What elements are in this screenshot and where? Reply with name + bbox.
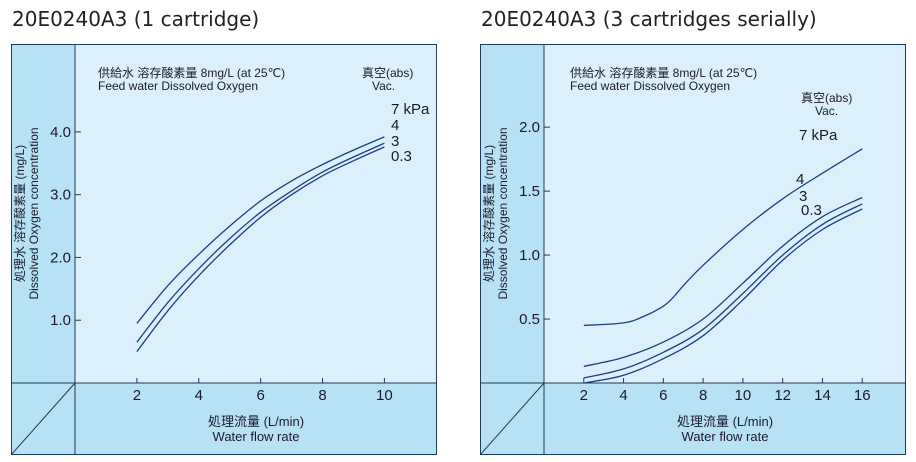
chart-left: 2 4 6 8 10 1.0 2.0 3.0 4.0 処理流量 (L/min)Water flow… (11, 44, 437, 455)
x-tick-label: 8 (318, 387, 326, 404)
series-label: 0.3 (801, 202, 822, 219)
y-tick-label: 4.0 (50, 124, 71, 141)
y-axis-label-jp: 処理水 溶存酸素量 (mg/L) (481, 145, 496, 282)
y-tick-label: 1.5 (519, 183, 540, 200)
x-tick-label: 6 (256, 387, 264, 404)
x-tick-label: 4 (619, 387, 627, 404)
chart-title-right: 20E0240A3 (3 cartridges serially) (481, 7, 817, 31)
outer-frame (480, 44, 906, 455)
plot-area (75, 44, 437, 383)
y-axis-label-en: Dissolved Oxygen concentration (496, 127, 510, 299)
vacuum-subtitle: Vac. (372, 79, 395, 93)
series-line (136, 142, 385, 343)
x-axis-label-jp: 処理流量 (L/min) (677, 414, 773, 429)
series-line (136, 146, 385, 352)
chart-title-left: 20E0240A3 (1 cartridge) (12, 7, 260, 31)
feed-water-note-jp: 供給水 溶存酸素量 8mg/L (at 25℃) (570, 65, 757, 80)
feed-water-note-jp: 供給水 溶存酸素量 8mg/L (at 25℃) (98, 65, 285, 80)
corner-diagonal (480, 382, 545, 455)
x-tick-label: 6 (659, 387, 667, 404)
y-tick-label: 3.0 (50, 187, 71, 204)
series-label: 7 kPa (391, 101, 430, 118)
plot-area (544, 44, 906, 383)
series-label: 7 kPa (799, 127, 838, 144)
series-label: 0.3 (391, 148, 412, 165)
y-tick-label: 2.0 (519, 119, 540, 136)
feed-water-note-en: Feed water Dissolved Oxygen (98, 79, 258, 93)
x-tick-label: 2 (580, 387, 588, 404)
x-axis-label-en: Water flow rate (213, 429, 300, 444)
series-line (583, 203, 863, 379)
x-tick-label: 8 (699, 387, 707, 404)
series-label: 3 (799, 188, 807, 205)
series-line (583, 196, 863, 368)
x-tick-label: 2 (133, 387, 141, 404)
series-label: 4 (391, 117, 399, 134)
y-tick-label: 1.0 (50, 312, 71, 329)
x-tick-label: 14 (814, 387, 831, 404)
x-tick-label: 10 (735, 387, 752, 404)
x-axis-label-jp: 処理流量 (L/min) (208, 414, 304, 429)
vacuum-subtitle: Vac. (815, 104, 838, 118)
series-line (583, 208, 863, 384)
x-tick-label: 16 (854, 387, 871, 404)
x-axis-label-en: Water flow rate (682, 429, 769, 444)
x-tick-label: 4 (195, 387, 203, 404)
series-line (583, 148, 863, 327)
series-label: 3 (391, 133, 399, 150)
corner-diagonal (11, 382, 76, 455)
vacuum-title: 真空(abs) (362, 66, 413, 80)
vacuum-title: 真空(abs) (801, 91, 852, 105)
outer-frame (11, 44, 437, 455)
x-tick-label: 10 (376, 387, 393, 404)
chart-right: 2 4 6 8 10 12 14 16 0.5 1.0 1.5 2.0 処理流量 (L/min)Wate… (480, 44, 906, 455)
y-axis-label-en: Dissolved Oxygen concentration (27, 127, 41, 299)
feed-water-note-en: Feed water Dissolved Oxygen (570, 79, 730, 93)
series-line (136, 136, 385, 324)
series-label: 4 (796, 171, 804, 188)
y-tick-label: 1.0 (519, 247, 540, 264)
y-tick-label: 2.0 (50, 249, 71, 266)
y-axis-label-jp: 処理水 溶存酸素量 (mg/L) (12, 145, 27, 282)
y-tick-label: 0.5 (519, 311, 540, 328)
x-tick-label: 12 (774, 387, 791, 404)
